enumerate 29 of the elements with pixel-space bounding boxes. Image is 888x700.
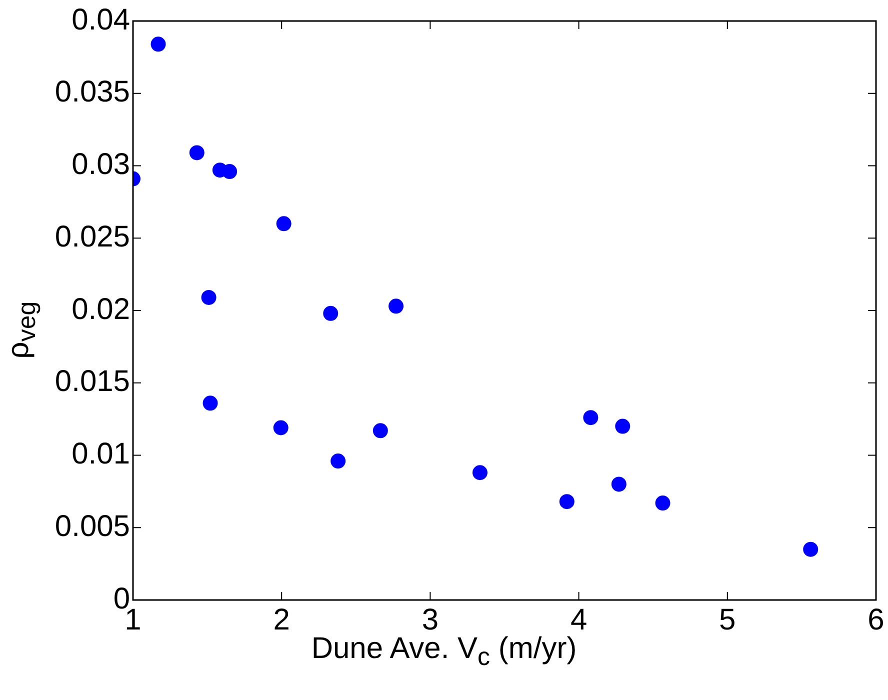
x-tick-label: 2 — [273, 603, 290, 636]
point — [189, 145, 204, 160]
point — [372, 423, 388, 438]
x-tick-label: 6 — [868, 603, 884, 636]
y-tick-label: 0.03 — [72, 148, 130, 182]
point — [202, 396, 218, 411]
point — [655, 496, 670, 511]
y-tick-label: 0.04 — [72, 3, 130, 36]
point — [150, 36, 166, 52]
point — [615, 418, 630, 434]
y-tick-label: 0.005 — [54, 510, 130, 543]
point — [559, 494, 574, 510]
point — [201, 290, 216, 305]
y-tick-label: 0.01 — [72, 438, 130, 471]
point — [273, 420, 288, 436]
y-tick-label: 0.025 — [54, 220, 130, 254]
y-tick-label: 0.035 — [54, 76, 130, 109]
y-tick-label: 0.02 — [72, 292, 130, 326]
point — [323, 306, 338, 321]
point — [276, 216, 292, 232]
y-tick-label: 0.015 — [54, 365, 130, 398]
point — [611, 476, 626, 492]
point — [388, 298, 404, 314]
point — [472, 465, 488, 480]
point — [803, 542, 818, 557]
point — [583, 410, 598, 426]
x-tick-label: 5 — [719, 603, 736, 636]
point — [330, 454, 346, 469]
point — [222, 164, 238, 180]
